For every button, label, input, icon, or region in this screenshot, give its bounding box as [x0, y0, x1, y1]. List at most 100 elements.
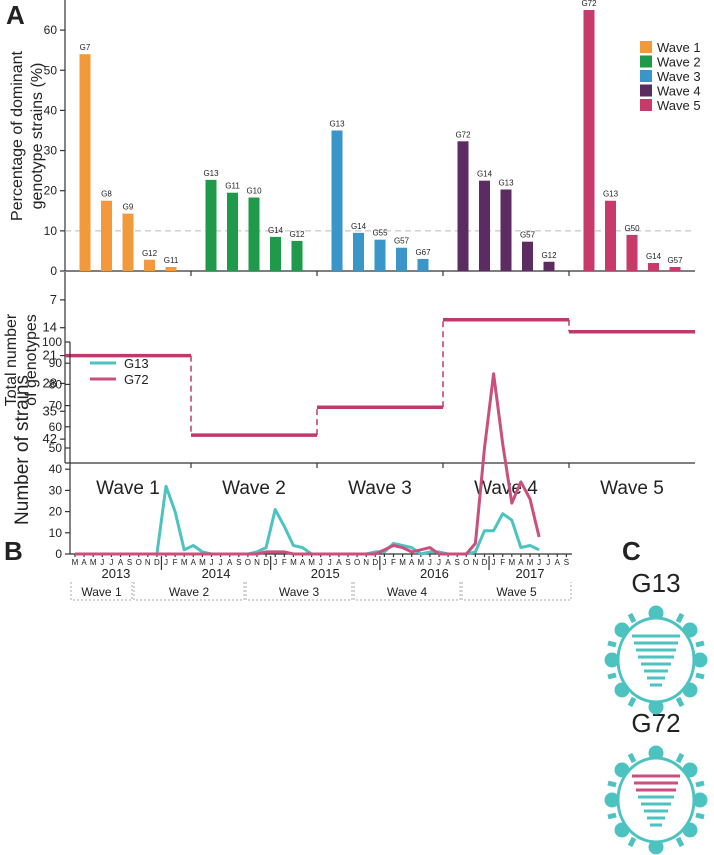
period-label: Wave 3 [279, 585, 320, 599]
x-tick-label: S [236, 558, 241, 567]
bar-label: G72 [581, 0, 597, 8]
bar [500, 189, 512, 271]
bar-label: G67 [415, 248, 431, 257]
x-tick-label: Wave 3 [348, 478, 412, 499]
y-tick-label: 21 [43, 348, 57, 363]
x-tick-label: J [437, 558, 441, 567]
y-tick-label: 90 [49, 356, 63, 370]
x-tick-label: J [100, 558, 104, 567]
y-axis-title: Number of strains [12, 375, 33, 525]
legend-swatch [640, 70, 652, 82]
bar-label: G10 [246, 187, 262, 196]
virus-icon [604, 745, 708, 855]
bar [522, 241, 533, 271]
x-tick-label: D [372, 558, 378, 567]
y-tick-label: 100 [42, 335, 62, 349]
y-tick-label: 20 [44, 184, 58, 198]
x-tick-label: J [537, 558, 541, 567]
x-tick-label: O [245, 558, 251, 567]
y-tick-label: 10 [49, 526, 63, 540]
virus-label: G13 [631, 568, 680, 598]
y-tick-label: 14 [43, 320, 57, 335]
legend-label: G72 [124, 372, 149, 387]
y-tick-label: 50 [49, 441, 63, 455]
bar-label: G57 [520, 231, 536, 240]
x-tick-label: J [109, 558, 113, 567]
y-tick-label: 60 [44, 23, 58, 37]
legend-label: Wave 5 [657, 98, 701, 113]
x-tick-label: M [290, 558, 297, 567]
x-tick-label: A [555, 558, 561, 567]
x-tick-label: D [482, 558, 488, 567]
x-tick-label: M [181, 558, 188, 567]
x-tick-label: J [382, 558, 386, 567]
x-tick-label: A [191, 558, 197, 567]
x-tick-label: A [518, 558, 524, 567]
x-tick-label: S [564, 558, 569, 567]
x-tick-label: O [463, 558, 469, 567]
x-tick-label: O [354, 558, 360, 567]
x-tick-label: J [428, 558, 432, 567]
x-tick-label: F [391, 558, 396, 567]
y-tick-label: 0 [55, 547, 62, 561]
y-tick-label: 7 [50, 292, 57, 307]
x-tick-label: J [219, 558, 223, 567]
y-tick-label: 30 [49, 483, 63, 497]
x-tick-label: J [328, 558, 332, 567]
bar-label: G11 [225, 182, 240, 191]
bar-label: G14 [477, 170, 493, 179]
bar [648, 262, 659, 271]
x-tick-label: Wave 5 [600, 478, 664, 499]
x-tick-label: N [254, 558, 260, 567]
bar [417, 258, 429, 271]
x-tick-label: J [492, 558, 496, 567]
x-tick-label: N [473, 558, 479, 567]
x-tick-label: M [199, 558, 206, 567]
x-tick-label: N [145, 558, 151, 567]
series-line [75, 372, 541, 556]
year-label: 2015 [311, 566, 340, 581]
bar [374, 239, 386, 271]
x-tick-label: M [72, 558, 79, 567]
x-tick-label: M [417, 558, 424, 567]
x-tick-label: A [118, 558, 124, 567]
x-tick-label: D [263, 558, 269, 567]
x-tick-label: J [273, 558, 277, 567]
period-bracket [70, 582, 133, 601]
x-tick-label: Wave 1 [96, 478, 160, 499]
bar-label: G50 [624, 224, 640, 233]
bar-label: G13 [329, 119, 345, 128]
bar [270, 236, 281, 271]
bar-label: G55 [372, 229, 388, 238]
bar [669, 266, 681, 271]
bar [101, 200, 112, 271]
x-tick-label: N [363, 558, 369, 567]
x-tick-label: O [136, 558, 142, 567]
period-label: Wave 1 [81, 585, 122, 599]
x-tick-label: M [90, 558, 97, 567]
year-label: 2016 [420, 566, 449, 581]
year-label: 2014 [202, 566, 231, 581]
y-tick-label: 30 [44, 144, 58, 158]
y-axis-title: Percentage of dominant [9, 51, 26, 221]
legend-swatch [640, 84, 652, 97]
bar-label: G12 [541, 251, 557, 260]
bar [248, 197, 260, 271]
legend-swatch [640, 41, 652, 53]
x-tick-label: M [508, 558, 515, 567]
legend-swatch [640, 55, 652, 68]
bar-label: G14 [268, 226, 284, 235]
bar-label: G57 [394, 237, 410, 246]
x-tick-label: M [308, 558, 315, 567]
period-label: Wave 2 [169, 585, 210, 599]
y-tick-label: 40 [49, 462, 63, 476]
bar [543, 261, 555, 271]
bar-label: G14 [646, 252, 662, 261]
bar-label: G9 [123, 203, 134, 212]
bar-label: G14 [351, 222, 367, 231]
y-tick-label: 20 [49, 505, 63, 519]
legend-swatch [640, 99, 652, 111]
year-label: 2013 [101, 566, 130, 581]
x-tick-label: F [173, 558, 178, 567]
